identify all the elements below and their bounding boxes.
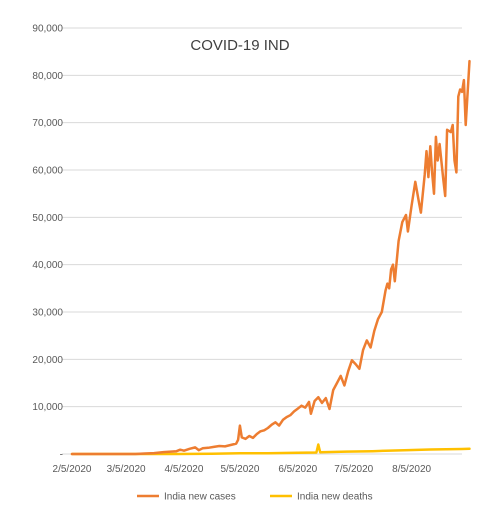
y-tick-label: 50,000 [32, 213, 63, 224]
y-tick-label: 70,000 [32, 118, 63, 129]
legend: India new cases India new deaths [137, 492, 373, 503]
x-tick-label: 2/5/2020 [53, 464, 92, 475]
series-lines [70, 59, 471, 456]
y-tick-label: 60,000 [32, 166, 63, 177]
y-axis-ticks: - 10,000 20,000 30,000 40,000 50,000 60,000 70,… [32, 24, 63, 461]
y-tick-label: 10,000 [32, 402, 63, 413]
y-tick-label: 30,000 [32, 308, 63, 319]
x-tick-label: 4/5/2020 [164, 464, 203, 475]
y-tick-label: 40,000 [32, 260, 63, 271]
y-tick-label: - [60, 450, 63, 461]
gridlines [62, 27, 462, 455]
y-tick-label: 90,000 [32, 24, 63, 35]
x-tick-label: 6/5/2020 [278, 464, 317, 475]
series-line [70, 59, 471, 456]
x-tick-label: 8/5/2020 [392, 464, 431, 475]
y-tick-label: 20,000 [32, 355, 63, 366]
x-tick-label: 5/5/2020 [220, 464, 259, 475]
x-axis-ticks: 2/5/2020 3/5/2020 4/5/2020 5/5/2020 6/5/2020… [53, 464, 432, 475]
legend-label: India new deaths [297, 492, 373, 503]
chart-title: COVID-19 IND [190, 37, 289, 54]
legend-item: India new deaths [270, 492, 373, 503]
series-line [70, 443, 471, 456]
y-tick-label: 80,000 [32, 71, 63, 82]
x-tick-label: 3/5/2020 [107, 464, 146, 475]
legend-item: India new cases [137, 492, 236, 503]
x-tick-label: 7/5/2020 [334, 464, 373, 475]
legend-label: India new cases [164, 492, 236, 503]
